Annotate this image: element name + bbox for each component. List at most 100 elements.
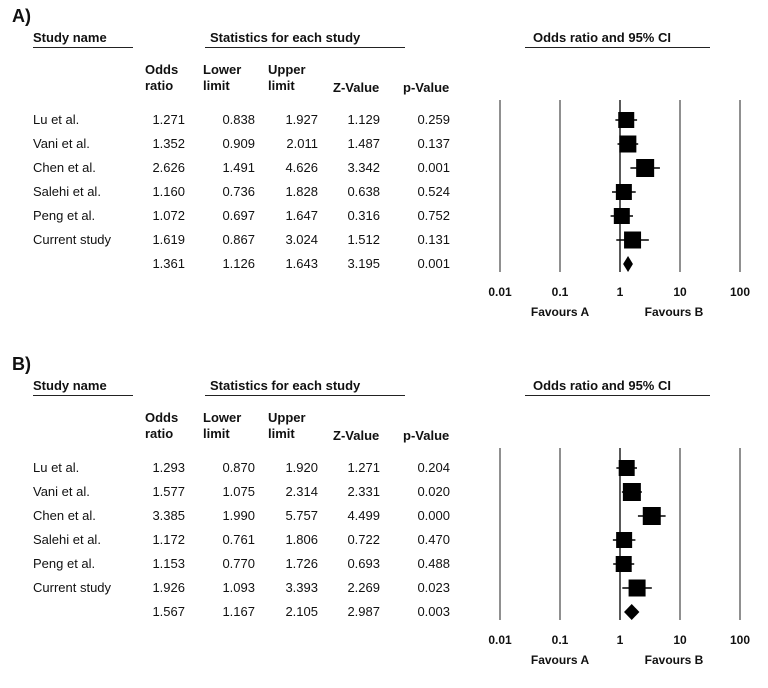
upper-limit-value: 2.011 <box>286 136 318 151</box>
lower-limit-value: 0.736 <box>222 184 255 199</box>
plot-header-underline <box>525 47 710 48</box>
z-value: 1.129 <box>347 112 380 127</box>
summary-row: 1.567 1.167 2.105 2.987 0.003 <box>0 604 480 622</box>
lower-limit-value: 1.167 <box>222 604 255 619</box>
odds-ratio-value: 2.626 <box>152 160 185 175</box>
study-marker <box>636 159 655 177</box>
table-row: Lu et al. 1.293 0.870 1.920 1.271 0.204 <box>0 460 480 478</box>
upper-limit-value: 2.105 <box>285 604 318 619</box>
odds-ratio-value: 1.072 <box>152 208 185 223</box>
statistics-header-underline <box>205 47 405 48</box>
statistics-header: Statistics for each study <box>210 30 361 45</box>
z-value-header: Z-Value <box>333 80 380 95</box>
study-name: Lu et al. <box>33 112 80 127</box>
lower-limit-header-line-2: limit <box>203 426 230 441</box>
lower-limit-value: 0.870 <box>222 460 255 475</box>
lower-limit-value: 1.075 <box>222 484 255 499</box>
upper-limit-value: 3.024 <box>285 232 318 247</box>
z-value: 1.512 <box>347 232 380 247</box>
study-marker <box>616 532 633 548</box>
tick-label: 100 <box>730 633 750 647</box>
lower-limit-header: Lower limit <box>203 62 241 94</box>
p-value: 0.524 <box>417 184 450 199</box>
tick-label: 10 <box>673 285 687 299</box>
z-value: 0.693 <box>347 556 380 571</box>
p-value: 0.020 <box>417 484 450 499</box>
study-header-underline <box>33 395 133 396</box>
study-marker <box>624 231 642 249</box>
statistics-header: Statistics for each study <box>210 378 361 393</box>
odds-ratio-value: 1.271 <box>152 112 185 127</box>
favours-a-label: Favours A <box>531 653 590 667</box>
plot-header: Odds ratio and 95% CI <box>533 30 671 45</box>
lower-limit-header-line-2: limit <box>203 78 230 93</box>
study-marker <box>642 507 661 525</box>
z-value: 2.331 <box>347 484 380 499</box>
table-row: Salehi et al. 1.160 0.736 1.828 0.638 0.524 <box>0 184 480 202</box>
study-marker <box>613 208 630 224</box>
lower-limit-value: 1.126 <box>222 256 255 271</box>
upper-limit-header: Upper limit <box>268 410 306 442</box>
odds-ratio-header-line-2: ratio <box>145 78 174 93</box>
study-marker <box>619 135 637 153</box>
z-value: 1.271 <box>347 460 380 475</box>
forest-plot: 0.01 0.1 1 10 100 Favours A Favours B <box>488 448 750 667</box>
panel-label: B) <box>12 354 31 374</box>
study-marker <box>622 483 641 501</box>
tick-label: 10 <box>673 633 687 647</box>
tick-label: 0.1 <box>552 633 569 647</box>
upper-limit-value: 1.726 <box>285 556 318 571</box>
tick-label: 0.01 <box>488 285 512 299</box>
z-value-header: Z-Value <box>333 428 380 443</box>
odds-ratio-value: 1.577 <box>152 484 185 499</box>
z-value: 0.316 <box>347 208 380 223</box>
p-value: 0.003 <box>417 604 450 619</box>
upper-limit-header: Upper limit <box>268 62 306 94</box>
study-name: Salehi et al. <box>33 184 101 199</box>
odds-ratio-value: 1.153 <box>152 556 185 571</box>
study-name: Vani et al. <box>33 136 90 151</box>
upper-limit-value: 4.626 <box>285 160 318 175</box>
p-value: 0.204 <box>417 460 450 475</box>
study-name-header: Study name <box>33 30 107 45</box>
tick-label: 1 <box>617 633 624 647</box>
table-row: Salehi et al. 1.172 0.761 1.806 0.722 0.470 <box>0 532 480 550</box>
p-value: 0.131 <box>417 232 450 247</box>
study-marker <box>628 579 646 597</box>
odds-ratio-value: 1.619 <box>152 232 185 247</box>
lower-limit-value: 1.491 <box>222 160 255 175</box>
p-value: 0.001 <box>417 256 450 271</box>
study-name: Current study <box>33 232 112 247</box>
p-value: 0.137 <box>417 136 450 151</box>
z-value: 4.499 <box>347 508 380 523</box>
pooled-diamond <box>624 604 640 620</box>
study-name: Salehi et al. <box>33 532 101 547</box>
odds-ratio-header: Odds ratio <box>145 62 178 94</box>
odds-ratio-value: 1.567 <box>152 604 185 619</box>
study-marker <box>615 556 632 572</box>
z-value: 0.638 <box>347 184 380 199</box>
study-name: Peng et al. <box>33 556 96 571</box>
favours-a-label: Favours A <box>531 305 590 319</box>
p-value: 0.259 <box>417 112 450 127</box>
z-value: 2.269 <box>347 580 380 595</box>
study-marker <box>615 184 632 200</box>
lower-limit-value: 0.867 <box>222 232 255 247</box>
z-value: 2.987 <box>347 604 380 619</box>
panel-label: A) <box>12 6 31 26</box>
odds-ratio-header-line-2: ratio <box>145 426 174 441</box>
forest-panel-a: A) Study name Statistics for each study Odd… <box>0 0 768 340</box>
odds-ratio-value: 1.361 <box>152 256 185 271</box>
lower-limit-value: 0.909 <box>222 136 255 151</box>
tick-label: 0.1 <box>552 285 569 299</box>
table-row: Chen et al. 2.626 1.491 4.626 3.342 0.001 <box>0 160 480 178</box>
upper-limit-header-line-2: limit <box>268 426 295 441</box>
table-row: Peng et al. 1.153 0.770 1.726 0.693 0.488 <box>0 556 480 574</box>
tick-label: 1 <box>617 285 624 299</box>
upper-limit-value: 2.314 <box>285 484 318 499</box>
study-marker <box>618 460 635 476</box>
odds-ratio-value: 1.352 <box>152 136 185 151</box>
summary-row: 1.361 1.126 1.643 3.195 0.001 <box>0 256 480 274</box>
lower-limit-value: 0.838 <box>222 112 255 127</box>
study-marker <box>618 112 635 128</box>
